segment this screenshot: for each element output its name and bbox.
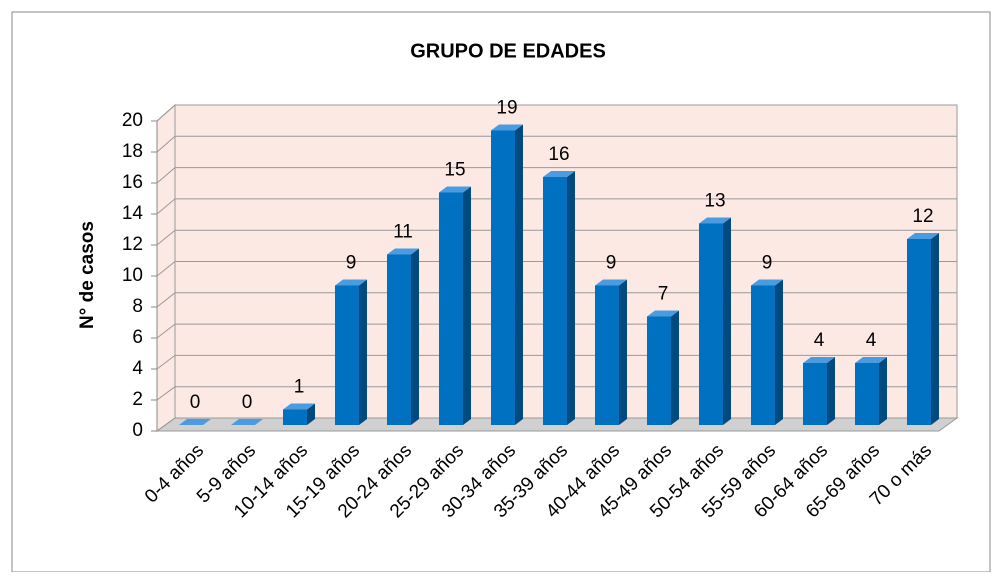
y-axis-label: N° de casos bbox=[77, 221, 98, 329]
grid-line bbox=[156, 229, 176, 246]
data-label: 15 bbox=[444, 160, 465, 181]
grid-line bbox=[156, 355, 176, 370]
data-label: 0 bbox=[190, 392, 201, 413]
y-tick-label: 16 bbox=[122, 172, 143, 193]
bar-top bbox=[179, 419, 211, 425]
bar-front bbox=[491, 130, 515, 425]
bar bbox=[751, 279, 783, 425]
grid-line bbox=[156, 135, 176, 153]
bar bbox=[387, 248, 419, 425]
data-label: 1 bbox=[294, 377, 305, 398]
bar-front bbox=[855, 363, 879, 425]
bar-side bbox=[463, 186, 471, 425]
y-tick-label: 20 bbox=[122, 110, 143, 131]
y-tick-label: 10 bbox=[122, 265, 143, 286]
y-tick-label: 4 bbox=[132, 358, 143, 379]
bar-side bbox=[619, 279, 627, 425]
y-tick-label: 2 bbox=[132, 389, 143, 410]
bar-front bbox=[647, 316, 671, 425]
bar-top bbox=[647, 310, 679, 317]
bar-front bbox=[283, 409, 307, 425]
y-tick-label: 14 bbox=[122, 203, 144, 224]
bar-front bbox=[439, 192, 463, 425]
grid-line bbox=[156, 167, 176, 184]
bar bbox=[647, 310, 679, 425]
bar bbox=[855, 357, 887, 425]
bar-top bbox=[907, 233, 939, 239]
bar-top bbox=[699, 217, 731, 224]
data-label: 13 bbox=[704, 191, 725, 212]
y-tick-label: 18 bbox=[122, 141, 143, 162]
bar-side bbox=[515, 124, 523, 425]
y-tick-label: 6 bbox=[132, 327, 143, 348]
data-label: 19 bbox=[496, 98, 517, 119]
y-tick-label: 12 bbox=[122, 234, 143, 255]
bar bbox=[283, 403, 315, 425]
bar-top bbox=[439, 186, 471, 193]
bar-front bbox=[543, 177, 567, 425]
side-wall bbox=[156, 103, 176, 432]
grid-line bbox=[156, 386, 176, 401]
data-label: 11 bbox=[393, 222, 413, 243]
grid-line bbox=[156, 198, 176, 215]
bar-top bbox=[335, 279, 367, 286]
bar-top bbox=[751, 279, 783, 286]
bar-top bbox=[283, 403, 315, 410]
data-label: 16 bbox=[548, 144, 569, 165]
bar bbox=[335, 279, 367, 425]
grid-line bbox=[156, 261, 176, 277]
data-label: 0 bbox=[242, 392, 253, 413]
bar-side bbox=[567, 171, 575, 425]
bar-side bbox=[879, 357, 887, 425]
bar-side bbox=[827, 357, 835, 425]
bar-front bbox=[803, 363, 827, 425]
bar-side bbox=[723, 217, 731, 425]
grid-line bbox=[156, 417, 176, 432]
bar-top bbox=[387, 248, 419, 255]
bar-front bbox=[595, 285, 619, 425]
bar bbox=[231, 419, 263, 425]
data-label: 7 bbox=[658, 284, 669, 305]
data-label: 9 bbox=[606, 253, 617, 274]
grid-line bbox=[156, 323, 176, 339]
data-label: 12 bbox=[912, 206, 933, 227]
data-label: 4 bbox=[814, 330, 825, 351]
bar-front bbox=[751, 285, 775, 425]
bar-top bbox=[231, 419, 263, 425]
data-label: 9 bbox=[762, 253, 773, 274]
bar-front bbox=[907, 239, 931, 425]
bar bbox=[543, 171, 575, 425]
grid-line bbox=[156, 292, 176, 308]
data-label: 4 bbox=[866, 330, 877, 351]
bar-front bbox=[699, 223, 723, 425]
bar bbox=[803, 357, 835, 425]
bar-top bbox=[595, 279, 627, 286]
bar-side bbox=[307, 403, 315, 425]
bar-top bbox=[543, 171, 575, 177]
data-label: 9 bbox=[346, 253, 357, 274]
bar-front bbox=[335, 285, 359, 425]
bar-side bbox=[931, 233, 939, 425]
bar bbox=[179, 419, 211, 425]
bar bbox=[491, 124, 523, 425]
bar-side bbox=[775, 279, 783, 425]
chart-title: GRUPO DE EDADES bbox=[410, 40, 606, 62]
y-tick-label: 8 bbox=[132, 296, 143, 317]
bar bbox=[699, 217, 731, 425]
bar-top bbox=[491, 124, 523, 131]
bar-top bbox=[855, 357, 887, 363]
bar bbox=[595, 279, 627, 425]
grid-line bbox=[156, 104, 176, 122]
bar-side bbox=[411, 248, 419, 425]
bar bbox=[907, 233, 939, 425]
bar-side bbox=[359, 279, 367, 425]
y-tick-label: 0 bbox=[132, 420, 143, 441]
bar bbox=[439, 186, 471, 425]
bar-side bbox=[671, 310, 679, 425]
bar-front bbox=[387, 254, 411, 425]
bar-top bbox=[803, 357, 835, 363]
